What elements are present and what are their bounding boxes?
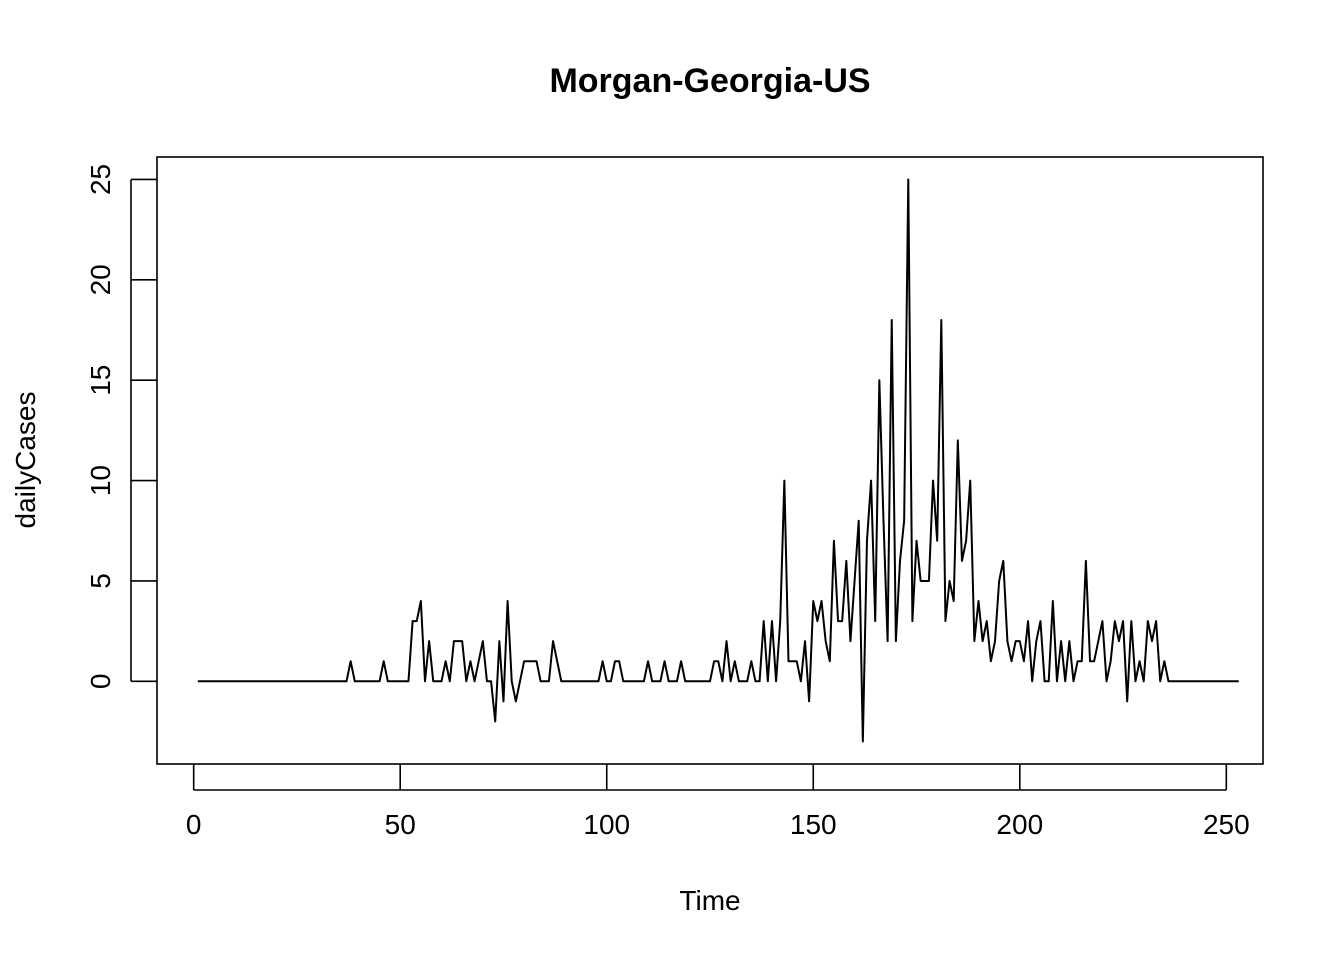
plot-frame — [156, 156, 1264, 765]
y-axis: 0 5 10 15 20 25 — [85, 164, 157, 689]
series-group — [197, 178, 1239, 743]
x-tick-label: 200 — [996, 809, 1043, 840]
chart-title: Morgan-Georgia-US — [549, 62, 870, 100]
x-tick-label: 50 — [385, 809, 416, 840]
x-tick-label: 0 — [186, 809, 202, 840]
y-axis-label: dailyCases — [10, 392, 41, 529]
y-tick-label: 10 — [85, 465, 116, 496]
y-tick-label: 25 — [85, 164, 116, 195]
x-axis: 0 50 100 150 200 250 — [186, 764, 1250, 840]
y-tick-label: 20 — [85, 264, 116, 295]
x-tick-label: 150 — [790, 809, 837, 840]
series-line-0 — [197, 178, 1239, 743]
x-axis-label: Time — [679, 885, 740, 916]
y-tick-label: 15 — [85, 365, 116, 396]
y-tick-label: 0 — [85, 674, 116, 690]
x-tick-label: 100 — [583, 809, 630, 840]
x-tick-label: 250 — [1203, 809, 1250, 840]
y-tick-label: 5 — [85, 573, 116, 589]
